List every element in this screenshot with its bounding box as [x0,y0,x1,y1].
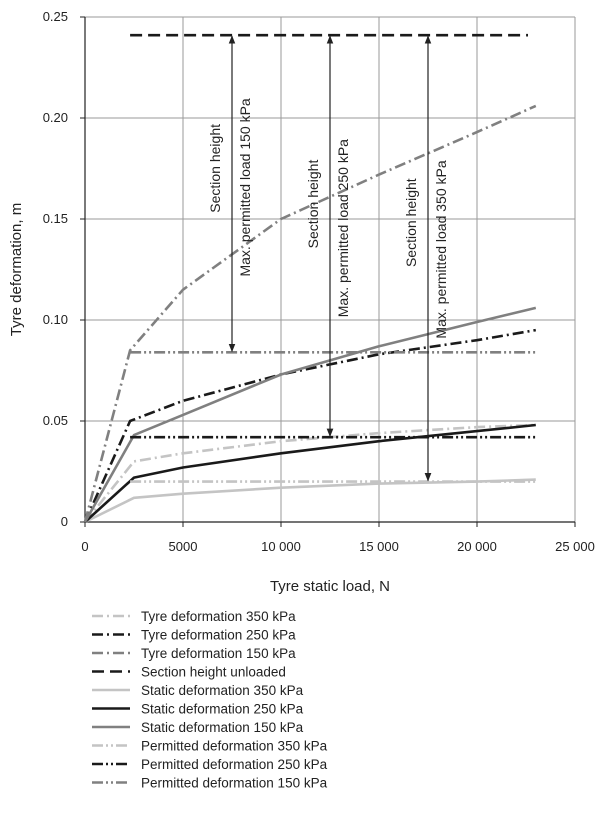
x-tick-label: 25 000 [555,539,595,554]
legend-label-8: Permitted deformation 250 kPa [141,757,328,772]
series-line-5 [84,423,536,523]
legend-label-6: Static deformation 150 kPa [141,720,304,735]
legend-label-2: Tyre deformation 150 kPa [141,646,296,661]
series-line-4 [84,478,536,524]
x-tick-label: 20 000 [457,539,497,554]
y-tick-label: 0 [61,514,68,529]
annotations: Section height Max. permitted load 150 kP… [207,35,449,482]
annotation-section-height-0: Section height [207,124,223,213]
series-line-0 [83,423,536,523]
x-axis-title: Tyre static load, N [270,578,390,595]
annotation-max-load-2: Max. permitted load 350 kPa [433,160,449,338]
legend-label-5: Static deformation 250 kPa [141,702,304,717]
tick-labels: 0 5000 10 000 15 000 20 000 25 000 0 0.05 0.10 0.… [43,9,595,554]
y-tick-label: 0.20 [43,110,68,125]
y-tick-label: 0.05 [43,413,68,428]
legend-label-3: Section height unloaded [141,665,286,680]
legend-label-9: Permitted deformation 150 kPa [141,776,328,791]
x-tick-label: 15 000 [359,539,399,554]
axes [80,16,576,527]
legend-label-7: Permitted deformation 350 kPa [141,739,328,754]
x-tick-label: 10 000 [261,539,301,554]
series-line-6 [83,306,537,523]
annotation-section-height-2: Section height [403,178,419,267]
annotation-max-load-0: Max. permitted load 150 kPa [237,98,253,276]
legend-label-0: Tyre deformation 350 kPa [141,609,296,624]
x-tick-label: 5000 [169,539,198,554]
legend-label-1: Tyre deformation 250 kPa [141,628,296,643]
series-layer [83,33,537,524]
y-axis-title: Tyre deformation, m [8,203,25,336]
y-tick-label: 0.15 [43,211,68,226]
legend-label-4: Static deformation 350 kPa [141,683,304,698]
annotation-max-load-1: Max. permitted load 250 kPa [335,139,351,317]
x-tick-label: 0 [81,539,88,554]
y-tick-label: 0.10 [43,312,68,327]
series-line-2 [83,104,537,523]
y-tick-label: 0.25 [43,9,68,24]
legend: Tyre deformation 350 kPa Tyre deformation… [92,609,328,791]
annotation-section-height-1: Section height [305,160,321,249]
